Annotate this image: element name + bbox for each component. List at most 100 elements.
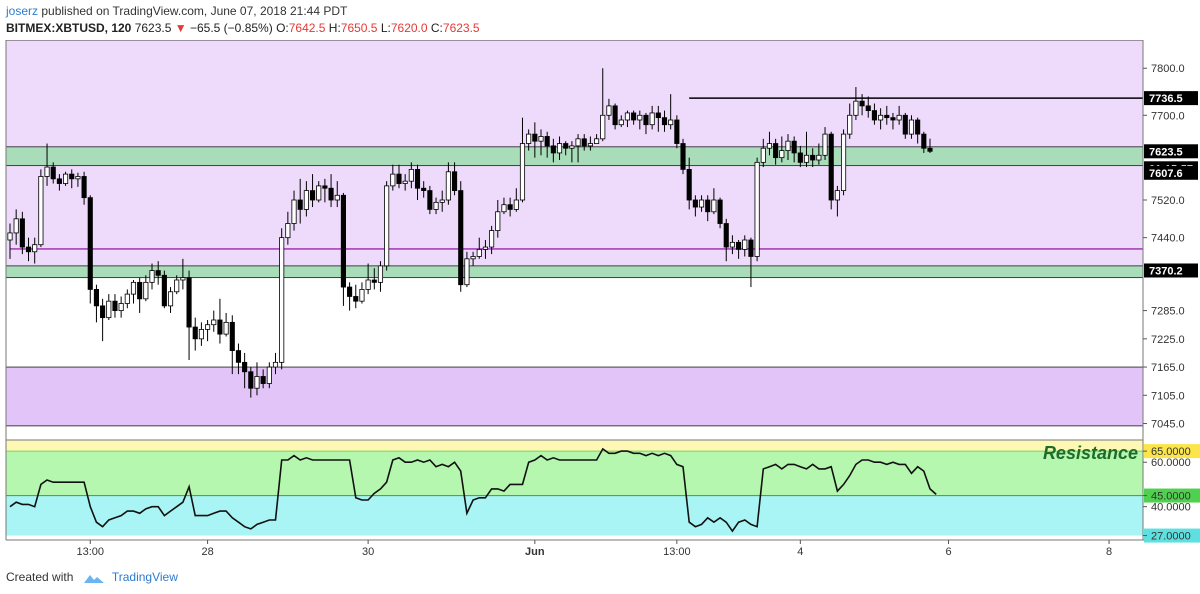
candle-body-up — [272, 361, 279, 368]
candle-body-up — [569, 145, 575, 149]
candle — [396, 164, 402, 189]
candle — [87, 195, 93, 304]
candle — [822, 127, 828, 160]
candle-body-up — [495, 211, 501, 231]
candle — [797, 145, 803, 168]
candle — [371, 268, 377, 290]
candle-body-up — [439, 199, 445, 203]
candle-body-down — [414, 169, 421, 189]
candle — [927, 138, 933, 153]
candle — [377, 261, 384, 292]
candle-body-down — [859, 100, 865, 107]
candle-body-down — [50, 166, 56, 180]
price-marker-box — [1144, 263, 1198, 278]
candle — [661, 110, 668, 132]
candle — [143, 275, 149, 302]
candle-body-down — [155, 270, 161, 276]
candle — [13, 209, 19, 245]
candle — [766, 131, 773, 156]
price-change: −65.5 (−0.85%) — [189, 21, 273, 35]
candle — [631, 110, 637, 125]
candle — [390, 164, 396, 191]
candle-body-up — [390, 173, 396, 187]
candle — [285, 211, 291, 245]
candle-body-up — [760, 147, 766, 163]
candle-body-down — [229, 321, 235, 351]
candle-body-up — [853, 100, 859, 116]
candle-body-down — [371, 279, 377, 283]
candle-body-up — [878, 114, 884, 121]
candle-body-up — [433, 201, 439, 210]
candle-body-down — [25, 246, 32, 253]
candle — [532, 122, 538, 158]
author-link[interactable]: joserz — [6, 4, 39, 18]
price-chart[interactable]: Resistance 7045.0 7105.0 7165.0 7225.0 7285.0… — [0, 40, 1200, 568]
candle-body-up — [501, 204, 507, 213]
candle-body-up — [359, 289, 365, 302]
candle — [668, 94, 674, 130]
candle-body-down — [680, 143, 686, 170]
candle — [118, 296, 124, 318]
candle — [439, 190, 445, 212]
candle — [637, 110, 643, 130]
candle-body-up — [575, 138, 581, 147]
candle — [384, 181, 390, 271]
candle — [75, 172, 81, 187]
candle-body-down — [192, 326, 198, 340]
candle-body-up — [556, 143, 563, 154]
candle-body-up — [840, 133, 847, 191]
candle-body-up — [75, 176, 81, 180]
candle-body-down — [242, 361, 248, 373]
candle — [828, 131, 834, 210]
candle — [161, 270, 167, 309]
candle — [340, 192, 346, 306]
high-label: H: — [328, 21, 341, 35]
close-value: 7623.5 — [442, 21, 480, 35]
candle — [803, 131, 810, 168]
candle-body-up — [519, 143, 526, 201]
tradingview-link[interactable]: TradingView — [111, 570, 178, 584]
candle — [655, 105, 661, 132]
candle-body-up — [624, 112, 631, 121]
candle-body-down — [871, 110, 877, 121]
open-value: 7642.5 — [288, 21, 326, 35]
candle-body-down — [884, 114, 890, 119]
candle-body-down — [581, 138, 587, 147]
rsi-level-label: 40.0000 — [1151, 502, 1191, 514]
candle — [779, 136, 785, 163]
price-tick-label: 7045.0 — [1151, 419, 1185, 431]
candle-body-up — [211, 319, 217, 326]
rsi-level-label: 45.0000 — [1151, 491, 1191, 503]
candle — [600, 68, 606, 142]
candle-body-up — [896, 114, 902, 121]
candle — [452, 162, 458, 196]
candle — [155, 261, 161, 285]
price-marker: 7370.2 — [1144, 263, 1198, 278]
candle-body-up — [32, 244, 38, 253]
candle — [878, 108, 884, 130]
candle-body-up — [587, 143, 593, 147]
candle-body-down — [655, 112, 661, 119]
candle — [908, 115, 915, 139]
candle-body-down — [717, 199, 723, 224]
price-marker-box — [1144, 165, 1198, 180]
candle — [476, 237, 482, 259]
candle — [272, 352, 279, 375]
candle — [25, 237, 32, 262]
candle-body-up — [742, 239, 748, 250]
candle — [865, 96, 871, 118]
candle-body-up — [279, 237, 285, 363]
candle — [791, 136, 797, 163]
rsi-level-box — [1144, 488, 1200, 503]
candle-body-up — [594, 138, 600, 144]
time-tick-label: 8 — [1106, 546, 1112, 558]
candle-body-down — [915, 119, 921, 135]
time-tick-label: 4 — [797, 546, 803, 558]
candle-body-up — [408, 169, 414, 182]
candle-body-up — [63, 173, 69, 184]
candle-body-up — [106, 300, 112, 319]
candle — [470, 251, 476, 266]
candle — [519, 117, 526, 203]
candle — [513, 188, 519, 212]
publish-line: joserz published on TradingView.com, Jun… — [6, 4, 347, 18]
